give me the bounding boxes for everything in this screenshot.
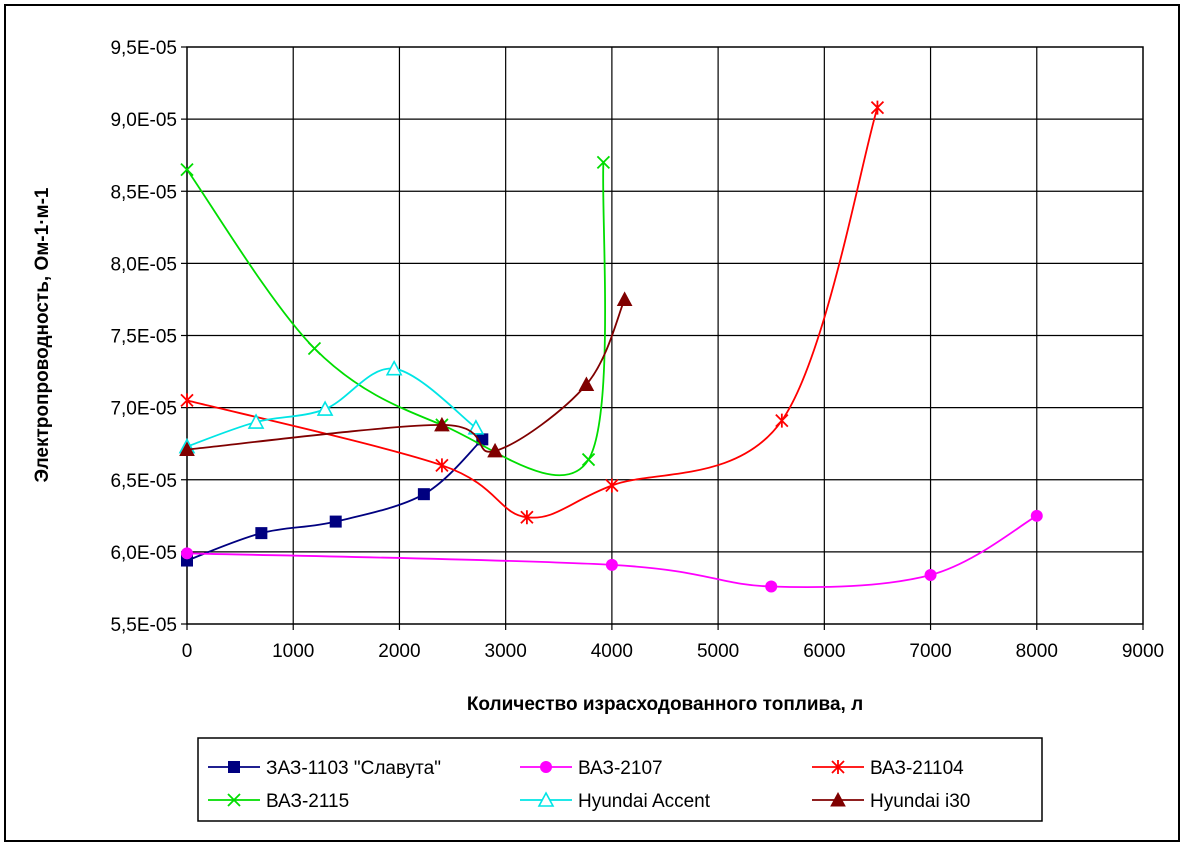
legend-marker bbox=[831, 760, 845, 774]
series-layer bbox=[178, 100, 1043, 593]
y-tick-label: 8,5E-05 bbox=[110, 182, 177, 203]
y-tick-label: 7,0E-05 bbox=[110, 399, 177, 420]
y-tick-label: 6,5E-05 bbox=[110, 471, 177, 492]
data-point bbox=[179, 441, 195, 456]
grid bbox=[181, 46, 1144, 630]
data-point bbox=[180, 393, 194, 408]
legend-box bbox=[197, 737, 1043, 822]
legend-item: ЗАЗ-1103 "Славута" bbox=[208, 758, 441, 779]
x-tick-label: 8000 bbox=[1016, 641, 1058, 662]
x-tick-label: 7000 bbox=[909, 641, 951, 662]
data-point bbox=[316, 400, 334, 416]
data-point bbox=[181, 547, 193, 560]
data-point bbox=[578, 376, 595, 392]
y-tick-label: 6,0E-05 bbox=[110, 543, 177, 564]
y-tick-label: 9,5E-05 bbox=[110, 38, 177, 59]
x-tick-label: 5000 bbox=[697, 641, 739, 662]
legend-marker bbox=[228, 761, 240, 773]
legend-marker bbox=[540, 761, 552, 773]
data-point bbox=[417, 488, 430, 501]
series-line bbox=[186, 515, 1038, 588]
legend: ЗАЗ-1103 "Славута" ВАЗ-2107 ВАЗ-21104 ВАЗ-2… bbox=[208, 758, 970, 812]
data-point bbox=[924, 568, 937, 581]
legend-label: ЗАЗ-1103 "Славута" bbox=[266, 758, 441, 779]
legend-item: Hyundai i30 bbox=[812, 791, 970, 812]
legend-item: ВАЗ-2107 bbox=[520, 758, 663, 779]
y-tick-label: 8,0E-05 bbox=[110, 254, 177, 275]
data-point bbox=[247, 413, 265, 429]
series bbox=[180, 155, 611, 476]
data-point bbox=[435, 458, 449, 473]
y-axis-title: Электропроводность, Ом-1·м-1 bbox=[32, 187, 53, 482]
data-point bbox=[467, 419, 485, 435]
x-tick-label: 9000 bbox=[1122, 641, 1164, 662]
x-tick-label: 2000 bbox=[378, 641, 420, 662]
data-point bbox=[596, 155, 611, 170]
y-tick-labels: 5,5E-05 6,0E-05 6,5E-05 7,0E-05 7,5E-05 8,0E-… bbox=[110, 38, 177, 636]
legend-marker bbox=[830, 791, 846, 807]
series bbox=[179, 291, 633, 458]
legend-marker bbox=[537, 791, 555, 807]
data-point bbox=[329, 515, 342, 528]
x-tick-label: 0 bbox=[182, 641, 193, 662]
data-point bbox=[765, 580, 778, 593]
data-point bbox=[605, 558, 618, 571]
data-point bbox=[180, 162, 194, 177]
data-point bbox=[385, 359, 403, 376]
legend-label: ВАЗ-21104 bbox=[870, 758, 964, 779]
x-tick-label: 1000 bbox=[272, 641, 314, 662]
legend-item: ВАЗ-2115 bbox=[208, 791, 349, 812]
data-point bbox=[1030, 509, 1043, 522]
data-point bbox=[775, 413, 789, 428]
data-point bbox=[520, 510, 534, 525]
legend-label: Hyundai i30 bbox=[870, 791, 970, 812]
legend-label: ВАЗ-2107 bbox=[578, 758, 663, 779]
x-tick-labels: 0 1000 2000 3000 4000 5000 6000 7000 8000 9000 bbox=[182, 641, 1164, 662]
data-point bbox=[616, 291, 633, 306]
x-tick-label: 3000 bbox=[485, 641, 527, 662]
x-axis-title: Количество израсходованного топлива, л bbox=[467, 694, 863, 715]
legend-marker bbox=[227, 793, 241, 807]
data-point bbox=[581, 452, 596, 467]
series bbox=[181, 509, 1043, 593]
legend-item: Hyundai Accent bbox=[520, 791, 711, 812]
data-point bbox=[487, 442, 503, 458]
data-point bbox=[434, 416, 450, 432]
x-tick-label: 4000 bbox=[591, 641, 633, 662]
series-line bbox=[186, 107, 879, 519]
x-tick-label: 6000 bbox=[803, 641, 845, 662]
data-point bbox=[605, 478, 619, 493]
legend-label: Hyundai Accent bbox=[578, 791, 711, 812]
data-point bbox=[255, 527, 268, 540]
series-line bbox=[186, 162, 606, 476]
y-tick-label: 7,5E-05 bbox=[110, 327, 177, 348]
legend-label: ВАЗ-2115 bbox=[266, 791, 349, 812]
data-point bbox=[307, 341, 322, 356]
y-tick-label: 5,5E-05 bbox=[110, 615, 177, 636]
series-line bbox=[186, 299, 626, 453]
data-point bbox=[870, 100, 885, 115]
series bbox=[180, 100, 885, 525]
legend-item: ВАЗ-21104 bbox=[812, 758, 964, 779]
y-tick-label: 9,0E-05 bbox=[110, 110, 177, 131]
